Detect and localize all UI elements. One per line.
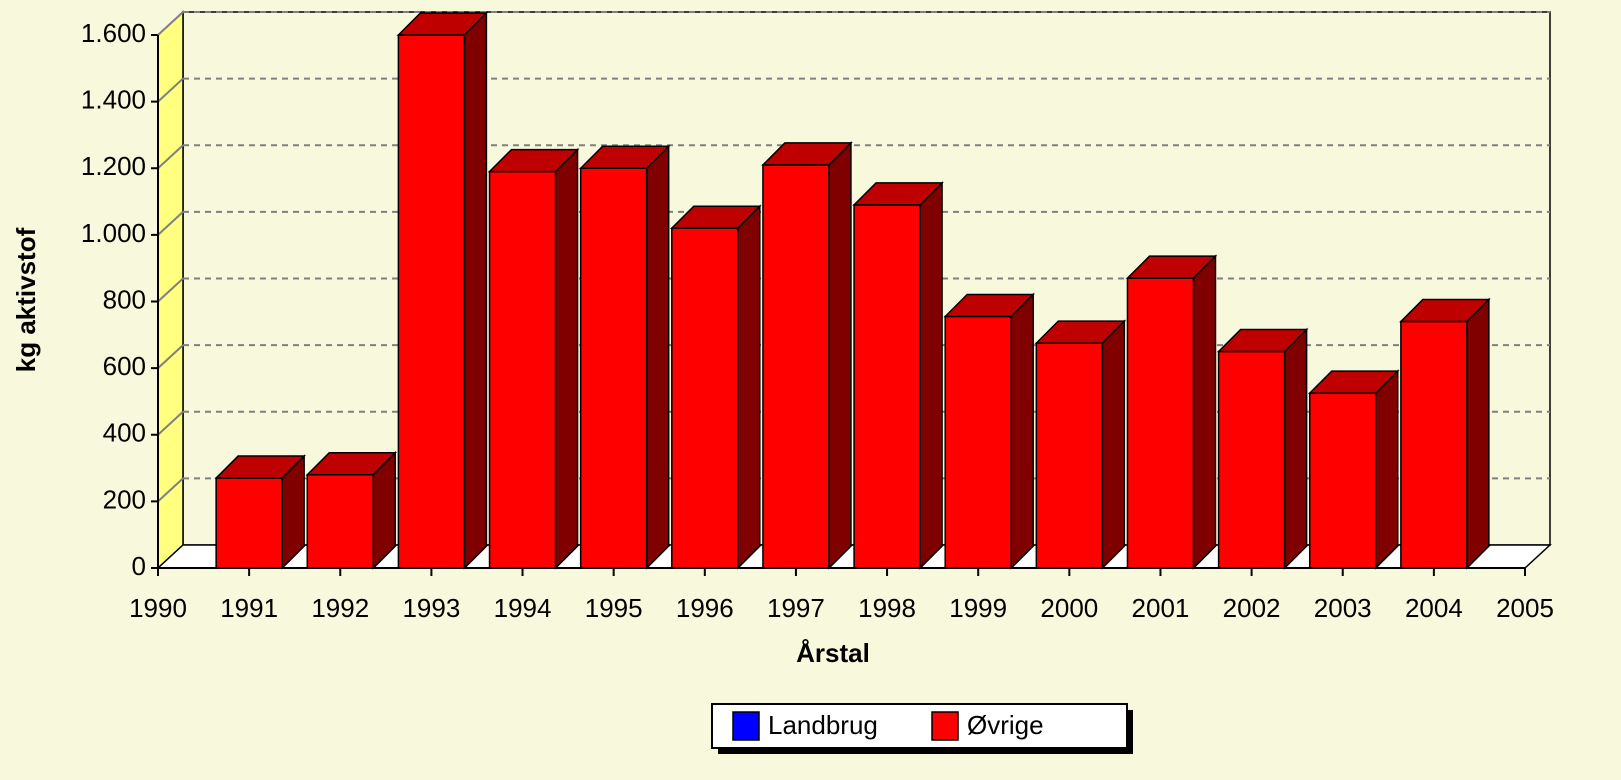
bar-front bbox=[762, 164, 830, 569]
x-tick-label: 2000 bbox=[1040, 593, 1098, 623]
grid-line bbox=[157, 477, 184, 503]
bar-front bbox=[397, 34, 466, 569]
bar bbox=[1125, 254, 1218, 570]
bar-top bbox=[578, 145, 671, 169]
bar-front bbox=[1217, 350, 1286, 569]
bar-top bbox=[487, 148, 580, 173]
x-tick-label: 1998 bbox=[858, 593, 916, 623]
x-tick-label: 1999 bbox=[949, 593, 1007, 623]
bar bbox=[669, 204, 762, 570]
y-tick-label: 0 bbox=[132, 551, 146, 581]
bar-top bbox=[1307, 370, 1400, 394]
legend-key bbox=[732, 711, 760, 741]
bar-front bbox=[1035, 342, 1104, 569]
y-tick-label: 1.400 bbox=[81, 85, 146, 115]
bar-side bbox=[1283, 327, 1308, 570]
legend-key bbox=[931, 711, 959, 741]
x-tick-label: 1993 bbox=[402, 593, 460, 623]
grid-line bbox=[157, 77, 184, 103]
bar-top bbox=[1125, 255, 1218, 279]
bar bbox=[1307, 369, 1400, 570]
bar-front bbox=[215, 477, 283, 569]
y-tick-label: 600 bbox=[103, 351, 146, 381]
bar-side bbox=[1466, 297, 1490, 570]
legend-label: Øvrige bbox=[967, 710, 1044, 740]
grid-line bbox=[157, 144, 184, 169]
y-tick-label: 1.000 bbox=[81, 218, 146, 248]
bar-top bbox=[1034, 320, 1127, 344]
bar-front bbox=[306, 473, 375, 569]
bar-side bbox=[645, 144, 670, 570]
y-tick-label: 800 bbox=[103, 284, 146, 314]
bar bbox=[487, 147, 580, 570]
grid-line bbox=[157, 411, 184, 436]
x-tick-label: 2002 bbox=[1223, 593, 1281, 623]
bar bbox=[852, 181, 944, 570]
x-tick-label: 1994 bbox=[494, 593, 552, 623]
bar-top bbox=[761, 142, 853, 166]
bar-side bbox=[919, 181, 943, 570]
bar bbox=[305, 450, 398, 570]
bar-top bbox=[396, 12, 489, 36]
bar-side bbox=[463, 11, 488, 570]
bar-front bbox=[853, 204, 921, 569]
bar-side bbox=[1010, 292, 1034, 570]
bar bbox=[761, 141, 853, 570]
bar-front bbox=[579, 167, 648, 569]
bar-front bbox=[1126, 277, 1195, 569]
bar bbox=[396, 11, 489, 570]
bar-side bbox=[1374, 369, 1399, 570]
grid-line bbox=[157, 277, 184, 303]
x-tick-label: 2004 bbox=[1405, 593, 1463, 623]
y-tick-label: 200 bbox=[103, 484, 146, 514]
bar bbox=[214, 454, 306, 570]
grid-line bbox=[157, 11, 184, 36]
legend-label: Landbrug bbox=[768, 710, 878, 740]
bar-side bbox=[737, 204, 761, 570]
bar-top bbox=[1399, 298, 1491, 323]
y-tick-label: 1.200 bbox=[81, 151, 146, 181]
y-tick-label: 400 bbox=[103, 418, 146, 448]
y-axis-label: kg aktivstof bbox=[11, 227, 41, 372]
x-tick-label: 1996 bbox=[676, 593, 734, 623]
x-tick-label: 1997 bbox=[767, 593, 825, 623]
legend: Landbrug Øvrige bbox=[711, 703, 1133, 754]
bar-top bbox=[852, 182, 944, 206]
bar-top bbox=[214, 455, 306, 479]
bar bbox=[1216, 327, 1309, 570]
x-tick-label: 1991 bbox=[220, 593, 278, 623]
x-axis-label: Årstal bbox=[796, 638, 870, 668]
x-tick-label: 2003 bbox=[1314, 593, 1372, 623]
bar bbox=[1034, 319, 1127, 570]
bar bbox=[578, 144, 671, 570]
legend-box bbox=[711, 703, 1128, 749]
bar-side bbox=[828, 141, 852, 570]
bar bbox=[943, 292, 1036, 570]
bar-top bbox=[669, 205, 762, 229]
x-tick-label: 1990 bbox=[129, 593, 187, 623]
bar-side bbox=[1101, 319, 1126, 570]
bar-front bbox=[1400, 320, 1468, 569]
bar-side bbox=[1192, 254, 1217, 570]
plot-area: 0 200 400 600 800 1.000 1.200 1.400 1.600 1990 199… bbox=[81, 10, 1554, 623]
x-tick-label: 1995 bbox=[585, 593, 643, 623]
x-tick-label: 2005 bbox=[1496, 593, 1554, 623]
bar-side bbox=[554, 147, 579, 570]
bar-front bbox=[671, 227, 739, 569]
x-tick-label: 1992 bbox=[311, 593, 369, 623]
bar-front bbox=[488, 170, 557, 569]
bar-top bbox=[943, 293, 1036, 318]
y-tick-label: 1.600 bbox=[81, 18, 146, 48]
bar-top bbox=[1216, 328, 1309, 353]
bar-front bbox=[944, 315, 1012, 569]
grid-line bbox=[157, 344, 184, 369]
bar bbox=[1399, 297, 1491, 570]
bar-front bbox=[1308, 392, 1377, 569]
bar-top bbox=[305, 451, 398, 476]
grid-line bbox=[157, 211, 184, 236]
x-tick-label: 2001 bbox=[1132, 593, 1190, 623]
